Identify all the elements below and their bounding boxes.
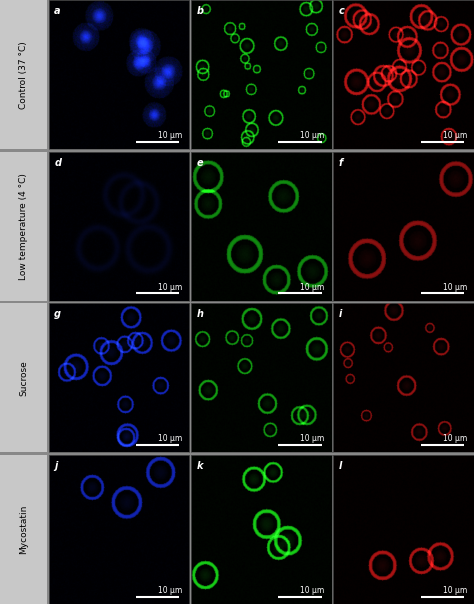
Text: e: e (197, 158, 203, 167)
Text: j: j (54, 461, 58, 471)
Text: a: a (54, 6, 61, 16)
Text: 10 μm: 10 μm (443, 434, 467, 443)
Text: Mycostatin: Mycostatin (19, 505, 28, 554)
Text: l: l (339, 461, 342, 471)
Text: i: i (339, 309, 342, 319)
Text: Low temperature (4 °C): Low temperature (4 °C) (19, 173, 28, 280)
Text: g: g (54, 309, 61, 319)
Text: 10 μm: 10 μm (158, 586, 182, 595)
Text: 10 μm: 10 μm (443, 586, 467, 595)
Text: c: c (339, 6, 345, 16)
Text: d: d (54, 158, 61, 167)
Text: k: k (197, 461, 203, 471)
Text: h: h (197, 309, 204, 319)
Text: 10 μm: 10 μm (443, 131, 467, 140)
Text: 10 μm: 10 μm (301, 131, 325, 140)
Text: 10 μm: 10 μm (301, 586, 325, 595)
Text: Control (37 °C): Control (37 °C) (19, 41, 28, 109)
Text: 10 μm: 10 μm (301, 283, 325, 292)
Text: f: f (339, 158, 343, 167)
Text: 10 μm: 10 μm (158, 131, 182, 140)
Text: 10 μm: 10 μm (158, 434, 182, 443)
Text: 10 μm: 10 μm (158, 283, 182, 292)
Text: 10 μm: 10 μm (443, 283, 467, 292)
Text: Sucrose: Sucrose (19, 360, 28, 396)
Text: 10 μm: 10 μm (301, 434, 325, 443)
Text: b: b (197, 6, 204, 16)
